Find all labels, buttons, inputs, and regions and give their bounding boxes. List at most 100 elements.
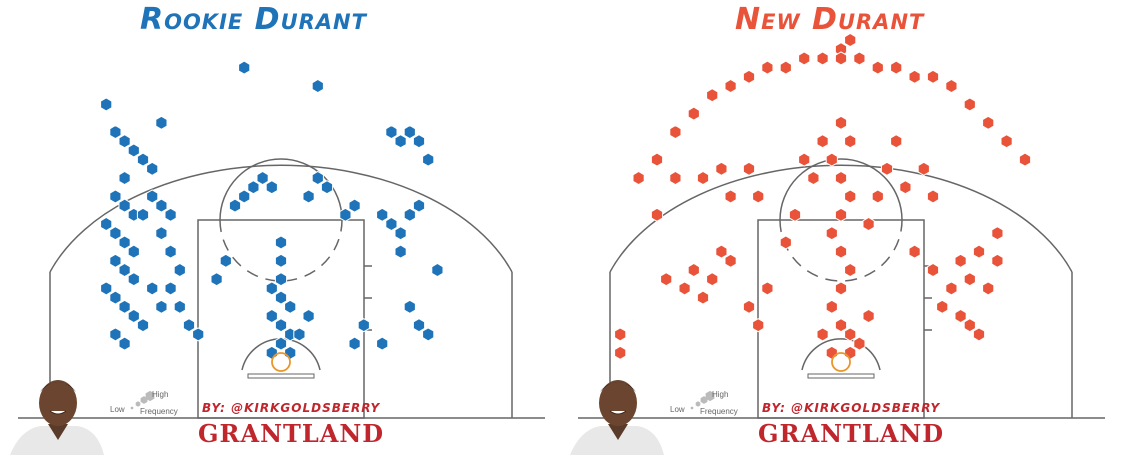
shot-hex [394,226,407,241]
shot-hex [899,180,912,195]
shot-hex [376,336,389,351]
shot-hex [963,272,976,287]
brand-logo: GRANTLAND [758,419,944,448]
shot-hex [164,281,177,296]
shot-hex [422,327,435,342]
shot-hex [109,327,122,342]
hoop [831,352,851,372]
shot-hex [816,327,829,342]
shot-hex [274,272,288,287]
jersey [570,426,664,455]
shot-hex [348,336,361,351]
shot-hex [109,226,122,241]
shot-hex [972,327,986,342]
shot-hex [403,124,416,140]
shot-hex [908,244,921,259]
shot-hex [412,318,426,333]
shot-hex [394,244,407,259]
shot-hex [862,308,875,324]
frequency-legend: Low High Frequency [110,390,178,416]
shot-hex [660,272,673,287]
shot-hex [1000,134,1013,149]
shot-hex [926,189,940,204]
shot-hex [706,272,719,287]
shot-hex [871,60,884,75]
shot-chart-new: Low High Frequency BY: @KIRKGOLDSBERRY GRANT… [570,32,1105,455]
shot-hex [274,318,288,333]
shot-hex [136,152,150,167]
shot-hex [422,152,435,167]
shot-hex [926,69,940,84]
shot-hex [182,318,196,333]
shot-hex [302,189,315,204]
shot-hex [880,161,894,176]
hair [600,382,636,392]
shot-hex [788,207,802,222]
shot-hex [109,189,122,204]
shot-hex [155,198,168,213]
shot-hex [136,318,150,333]
shot-hex [954,253,967,268]
player-portrait [570,380,664,455]
shot-hex [265,308,278,324]
shot-hex [403,207,416,222]
shot-hex [109,124,122,140]
shot-hex [228,198,242,213]
shot-hex [100,216,113,232]
shot-hex [376,207,389,222]
shot-hex [100,97,113,112]
shot-hex [761,60,774,75]
shot-hex [963,97,976,112]
shot-hex [917,161,930,176]
shot-hex [890,60,903,75]
shot-hex [127,244,140,259]
shot-hex [274,235,288,250]
shot-hex [844,32,857,48]
shot-hex [173,262,186,278]
legend-low: Low [110,405,125,414]
shot-hex [118,134,131,149]
shot-hex [844,189,857,204]
shot-hex [844,134,857,149]
shot-hex [834,115,848,130]
frequency-legend: Low High Frequency [670,390,738,416]
shot-hex [752,189,765,204]
shot-hex [807,170,820,186]
shot-hex [238,60,251,75]
shot-hex [614,327,627,342]
shot-hex [173,299,186,314]
shot-hex [825,345,838,360]
shot-hex [155,299,168,314]
shot-hex [164,244,177,259]
shot-hex [274,253,288,268]
shot-hex [109,290,122,305]
shot-hex [742,69,756,84]
byline: BY: @KIRKGOLDSBERRY [202,401,380,415]
shot-hex [853,336,866,351]
jersey [10,426,104,455]
backboard [807,373,875,379]
shot-hex [265,345,278,360]
legend-high: High [712,390,728,399]
shot-hex [1018,152,1032,167]
shot-hex [954,308,967,324]
shot-hex [945,78,958,94]
shot-hex [687,106,700,121]
hair [40,382,76,392]
shot-hex [798,51,811,66]
shot-hex [991,226,1004,241]
shot-hex [761,281,774,296]
shot-hex [844,327,857,342]
smile [49,410,67,415]
player-portrait [10,380,104,455]
shot-hex [963,318,976,333]
shot-hex [834,318,848,333]
shot-hex [431,262,444,278]
shot-hex [669,170,682,186]
free-throw-circle-bottom [219,219,343,282]
shot-hex [320,180,334,195]
shot-hex [127,272,140,287]
shot-hex [706,88,719,103]
shot-hex [862,216,875,232]
shot-hex [284,299,297,314]
